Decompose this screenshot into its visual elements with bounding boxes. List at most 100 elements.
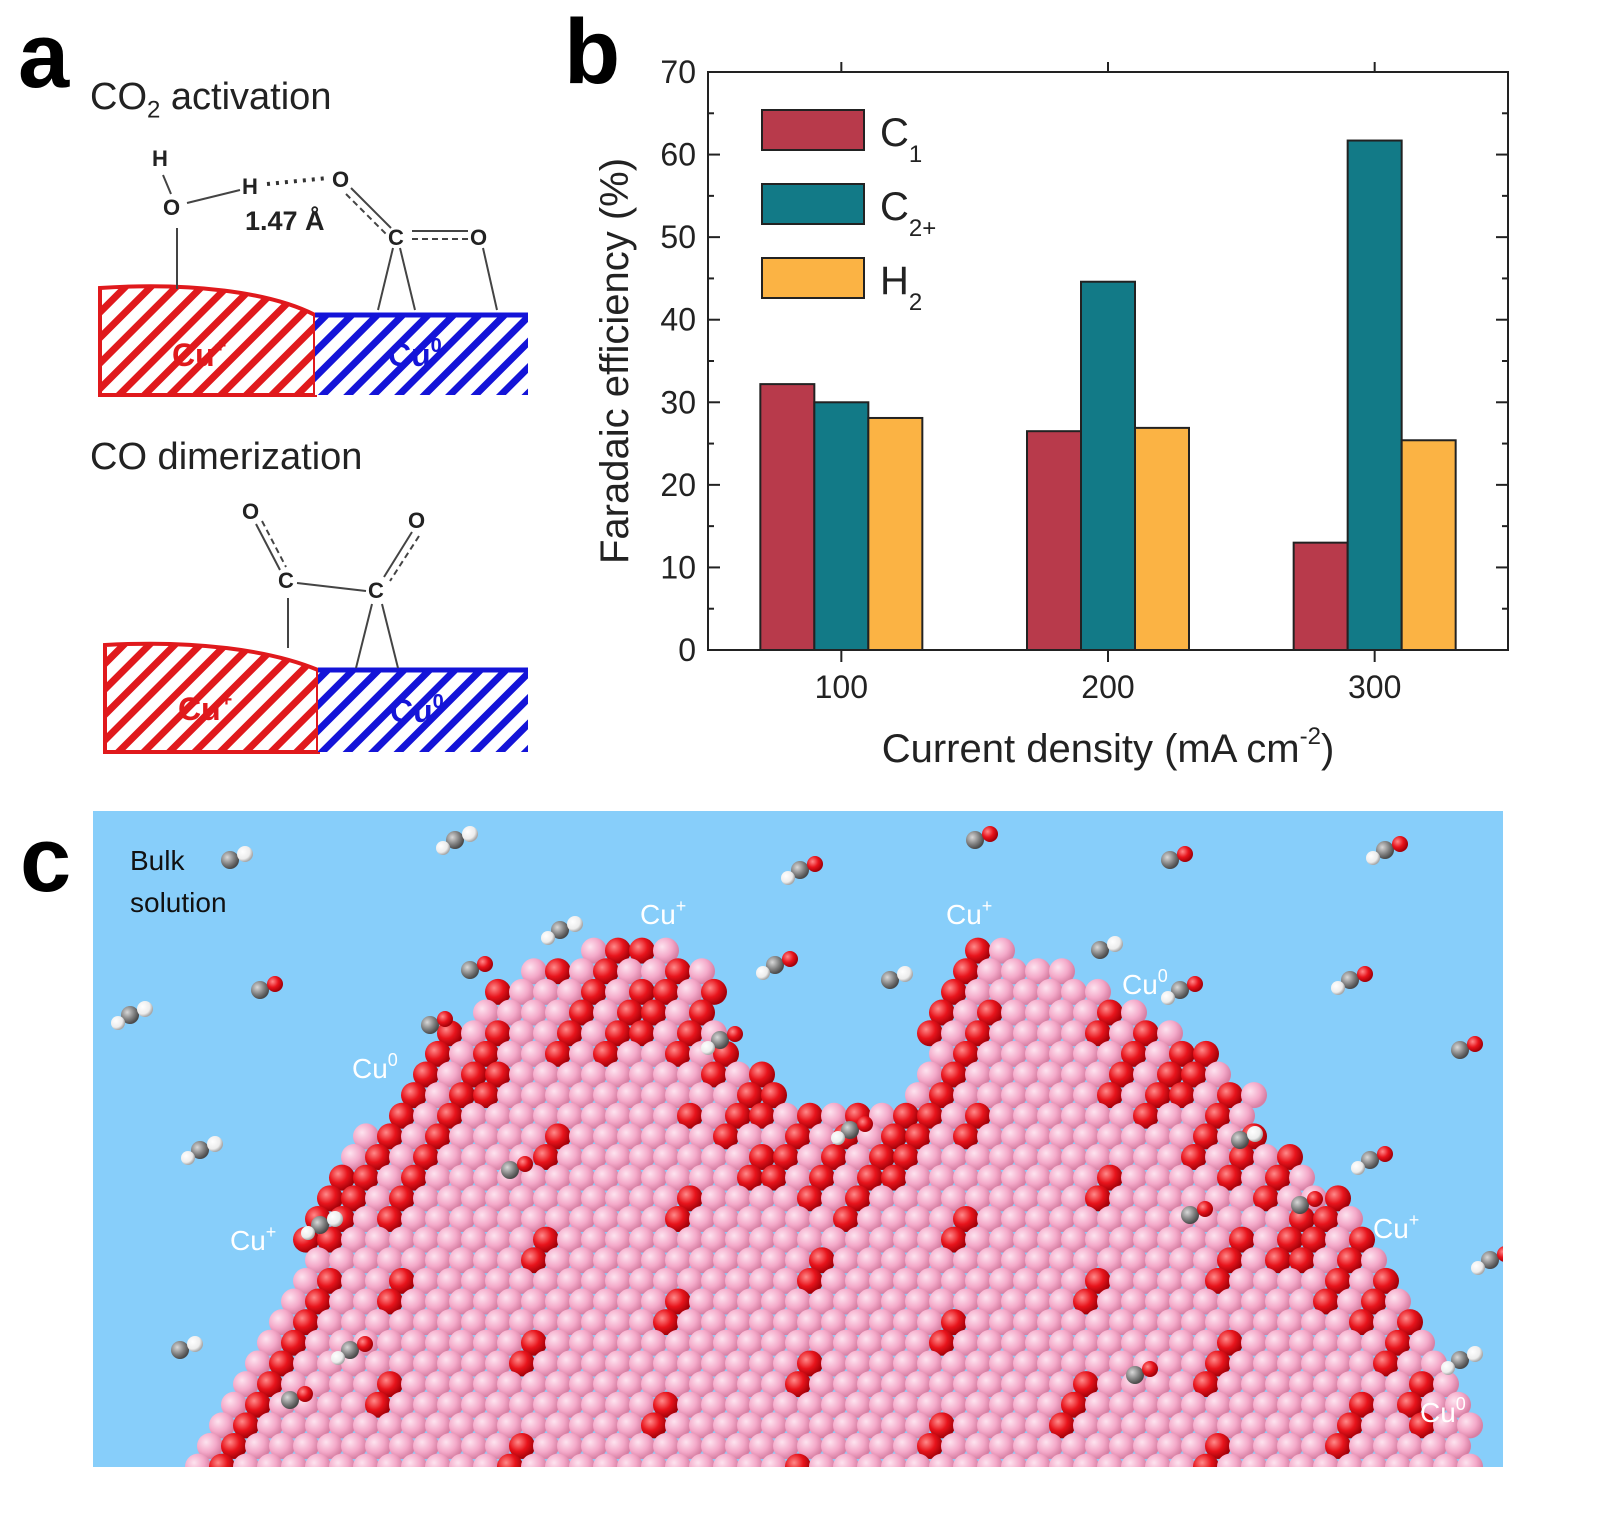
bar-c2plus	[1080, 280, 1136, 651]
copper-atom	[1121, 1288, 1147, 1315]
copper-atom	[1433, 1453, 1459, 1467]
copper-atom	[977, 1371, 1003, 1398]
copper-atom	[317, 1391, 343, 1418]
copper-atom	[1241, 1205, 1267, 1232]
copper-atom	[617, 1164, 643, 1191]
copper-atom	[1433, 1371, 1459, 1398]
copper-atom	[761, 1371, 787, 1398]
atom-o: O	[408, 508, 425, 533]
legend-swatch	[761, 257, 865, 299]
copper-atom	[581, 1309, 607, 1336]
hydrogen-atom	[111, 1016, 125, 1030]
oxygen-atom	[1277, 1226, 1303, 1253]
copper-atom	[809, 1412, 835, 1439]
copper-atom	[1085, 1102, 1111, 1129]
copper-atom	[221, 1391, 247, 1418]
copper-atom	[617, 1247, 643, 1274]
copper-atom	[521, 1040, 547, 1067]
copper-atom	[1037, 1061, 1063, 1088]
carbon-atom	[791, 861, 809, 879]
copper-atom	[389, 1226, 415, 1253]
copper-atom	[1037, 1391, 1063, 1418]
copper-atom	[1145, 1412, 1171, 1439]
copper-atom	[293, 1267, 319, 1294]
copper-atom	[653, 1226, 679, 1253]
copper-atom	[689, 1329, 715, 1356]
copper-atom	[665, 1247, 691, 1274]
copper-atom	[881, 1329, 907, 1356]
hydrogen-atom	[1331, 981, 1345, 995]
copper-atom	[1253, 1350, 1279, 1377]
oxygen-atom	[1409, 1371, 1435, 1398]
copper-atom	[641, 1453, 667, 1467]
copper-atom	[1409, 1453, 1435, 1467]
copper-atom	[833, 1412, 859, 1439]
copper-atom	[545, 1329, 571, 1356]
copper-atom	[833, 1288, 859, 1315]
oxygen-atom	[941, 1061, 967, 1088]
copper-atom	[965, 1185, 991, 1212]
copper-atom	[833, 1453, 859, 1467]
copper-atom	[197, 1433, 223, 1459]
copper-atom	[1361, 1247, 1387, 1274]
oxygen-atom	[1121, 1040, 1147, 1067]
copper-atom	[533, 1350, 559, 1377]
cu-zero-label-bottom: Cu0	[390, 691, 444, 729]
copper-atom	[1169, 1329, 1195, 1356]
oxygen-atom	[545, 1123, 571, 1150]
copper-atom	[497, 1082, 523, 1109]
copper-atom	[617, 1453, 643, 1467]
oxygen-atom	[581, 978, 607, 1005]
copper-atom	[797, 1226, 823, 1253]
hydrogen-atom	[301, 1226, 315, 1240]
copper-atom	[1085, 1226, 1111, 1253]
oxygen-atom	[267, 976, 283, 992]
copper-atom	[677, 1267, 703, 1294]
carbon-atom	[121, 1006, 139, 1024]
copper-atom	[821, 1391, 847, 1418]
copper-atom	[269, 1474, 295, 1500]
copper-atom	[1037, 1226, 1063, 1253]
copper-atom	[1145, 1288, 1171, 1315]
oxygen-atom	[929, 1412, 955, 1439]
copper-atom	[965, 1350, 991, 1377]
oxygen-atom	[1397, 1391, 1423, 1418]
copper-atom	[1073, 1247, 1099, 1274]
copper-atom	[1217, 1371, 1243, 1398]
copper-atom	[1013, 1185, 1039, 1212]
copper-atom	[1241, 1288, 1267, 1315]
copper-atom	[569, 1288, 595, 1315]
copper-atom	[593, 1288, 619, 1315]
copper-atom	[509, 1185, 535, 1212]
copper-atom	[1121, 1329, 1147, 1356]
copper-atom	[953, 999, 979, 1026]
oxygen-atom	[461, 1061, 487, 1088]
oxygen-atom	[1325, 1185, 1351, 1212]
copper-atom	[1109, 1433, 1135, 1459]
oxygen-atom	[1377, 1146, 1393, 1162]
copper-atom	[1157, 1144, 1183, 1171]
oxygen-atom	[1385, 1329, 1411, 1356]
oxygen-atom	[1277, 1144, 1303, 1171]
oxygen-atom	[1229, 1226, 1255, 1253]
copper-atom	[569, 1082, 595, 1109]
copper-atom	[821, 1433, 847, 1459]
hydrogen-atom	[1471, 1261, 1485, 1275]
oxygen-atom	[893, 1102, 919, 1129]
copper-atom	[497, 1123, 523, 1150]
oxygen-atom	[629, 937, 655, 964]
copper-atom	[1037, 1474, 1063, 1500]
copper-atom	[773, 1433, 799, 1459]
copper-atom	[1145, 1123, 1171, 1150]
carbon-atom	[1171, 981, 1189, 999]
copper-atom	[617, 1329, 643, 1356]
copper-atom	[629, 1226, 655, 1253]
copper-atom	[917, 1267, 943, 1294]
copper-atom	[713, 1453, 739, 1467]
copper-atom	[437, 1267, 463, 1294]
carbon-atom	[1481, 1251, 1499, 1269]
copper-atom	[809, 1329, 835, 1356]
copper-atom	[1145, 1205, 1171, 1232]
copper-atom	[1037, 1185, 1063, 1212]
copper-atom	[1061, 1226, 1087, 1253]
